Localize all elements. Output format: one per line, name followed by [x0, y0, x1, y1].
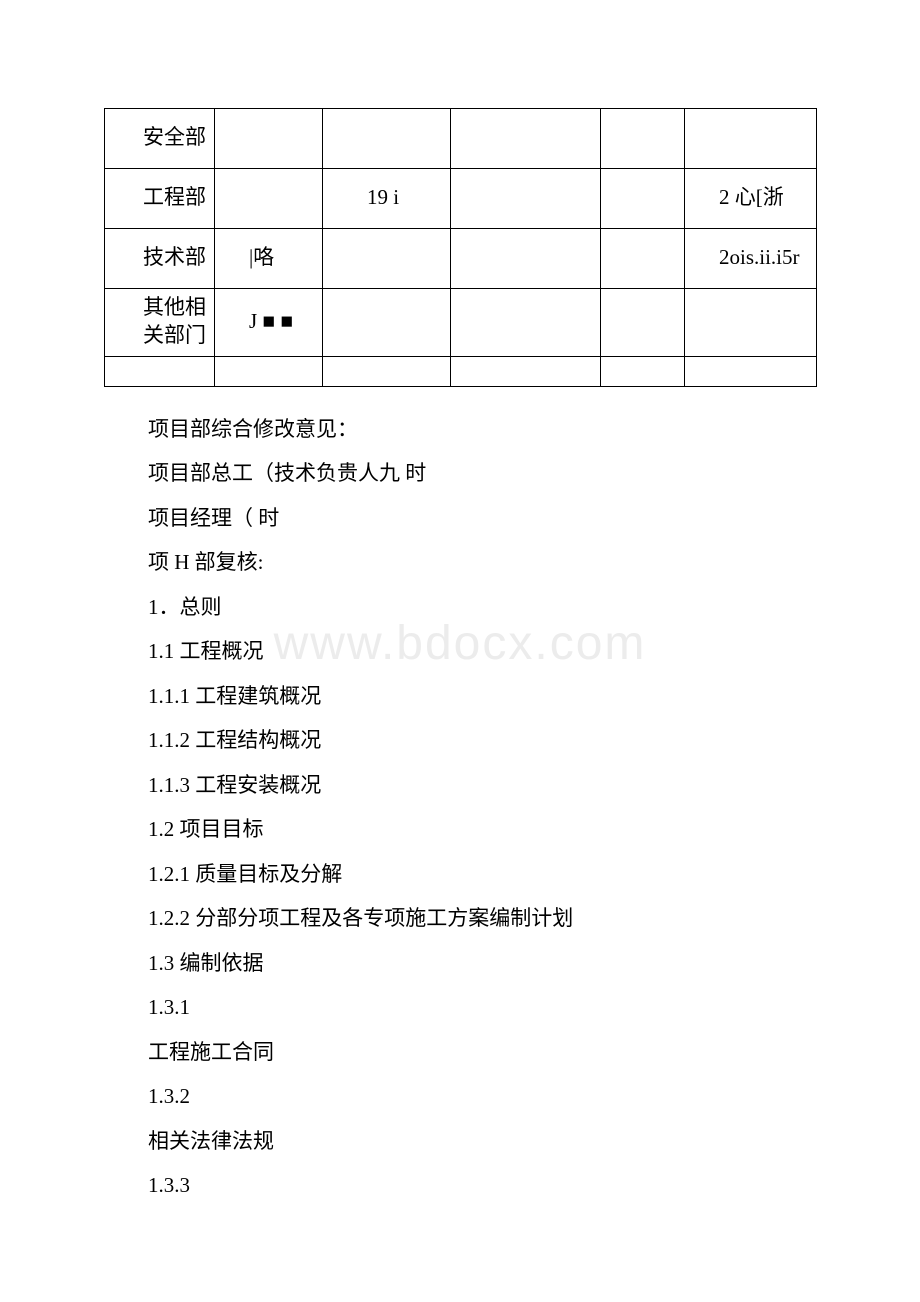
content-line: 1.3.3	[148, 1163, 816, 1208]
dept-name: 工程部	[111, 183, 208, 211]
review-table: 安全部 工程部 19 i 2 心[浙 技术部 |咯	[104, 108, 817, 387]
document-page: 安全部 工程部 19 i 2 心[浙 技术部 |咯	[0, 0, 920, 1208]
table-cell	[601, 169, 685, 229]
content-block: 项目部综合修改意见： 项目部总工（技术负贵人九 时 项目经理（ 时 项 H 部复…	[148, 407, 816, 1208]
content-line: 1．总则	[148, 585, 816, 630]
table-cell	[451, 169, 601, 229]
content-line: 项目经理（ 时	[148, 496, 816, 541]
table-cell	[105, 356, 215, 386]
table-cell	[601, 109, 685, 169]
table-cell	[451, 109, 601, 169]
table-cell	[323, 289, 451, 357]
table-cell	[601, 356, 685, 386]
content-line: 相关法律法规	[148, 1119, 816, 1164]
table-cell	[215, 356, 323, 386]
table-row: 技术部 |咯 2ois.ii.i5r	[105, 229, 817, 289]
table-row: 安全部	[105, 109, 817, 169]
table-cell	[451, 289, 601, 357]
content-line: 项 H 部复核:	[148, 540, 816, 585]
content-line: 1.1.3 工程安装概况	[148, 763, 816, 808]
dept-name: 其他相关部门	[111, 293, 208, 350]
table-row	[105, 356, 817, 386]
dept-name-cell: 工程部	[105, 169, 215, 229]
content-line: 1.2.1 质量目标及分解	[148, 852, 816, 897]
table-cell	[451, 229, 601, 289]
content-line: 项目部总工（技术负贵人九 时	[148, 451, 816, 496]
content-line: 1.3 编制依据	[148, 941, 816, 986]
table-cell	[323, 229, 451, 289]
content-line: 项目部综合修改意见：	[148, 407, 816, 452]
table-cell: 2ois.ii.i5r	[685, 229, 817, 289]
content-line: 1.1 工程概况	[148, 629, 816, 674]
table-row: 工程部 19 i 2 心[浙	[105, 169, 817, 229]
content-line: 1.3.1	[148, 985, 816, 1030]
table-cell	[601, 289, 685, 357]
table-cell	[215, 169, 323, 229]
content-line: 1.3.2	[148, 1074, 816, 1119]
dept-name: 安全部	[111, 123, 208, 151]
table-cell	[215, 109, 323, 169]
table-cell: J ■ ■	[215, 289, 323, 357]
table-cell: 19 i	[323, 169, 451, 229]
table-cell	[601, 229, 685, 289]
content-line: 1.1.2 工程结构概况	[148, 718, 816, 763]
table-cell	[685, 356, 817, 386]
content-line: 1.2.2 分部分项工程及各专项施工方案编制计划	[148, 896, 816, 941]
dept-name-cell: 安全部	[105, 109, 215, 169]
table-cell	[451, 356, 601, 386]
table-cell	[323, 356, 451, 386]
content-line: 1.1.1 工程建筑概况	[148, 674, 816, 719]
content-line: 工程施工合同	[148, 1030, 816, 1075]
dept-name-cell: 技术部	[105, 229, 215, 289]
content-line: 1.2 项目目标	[148, 807, 816, 852]
table-cell	[685, 109, 817, 169]
table-cell	[323, 109, 451, 169]
table-cell: |咯	[215, 229, 323, 289]
table-row: 其他相关部门 J ■ ■	[105, 289, 817, 357]
dept-name: 技术部	[111, 243, 208, 271]
table-cell	[685, 289, 817, 357]
table-cell: 2 心[浙	[685, 169, 817, 229]
dept-name-cell: 其他相关部门	[105, 289, 215, 357]
